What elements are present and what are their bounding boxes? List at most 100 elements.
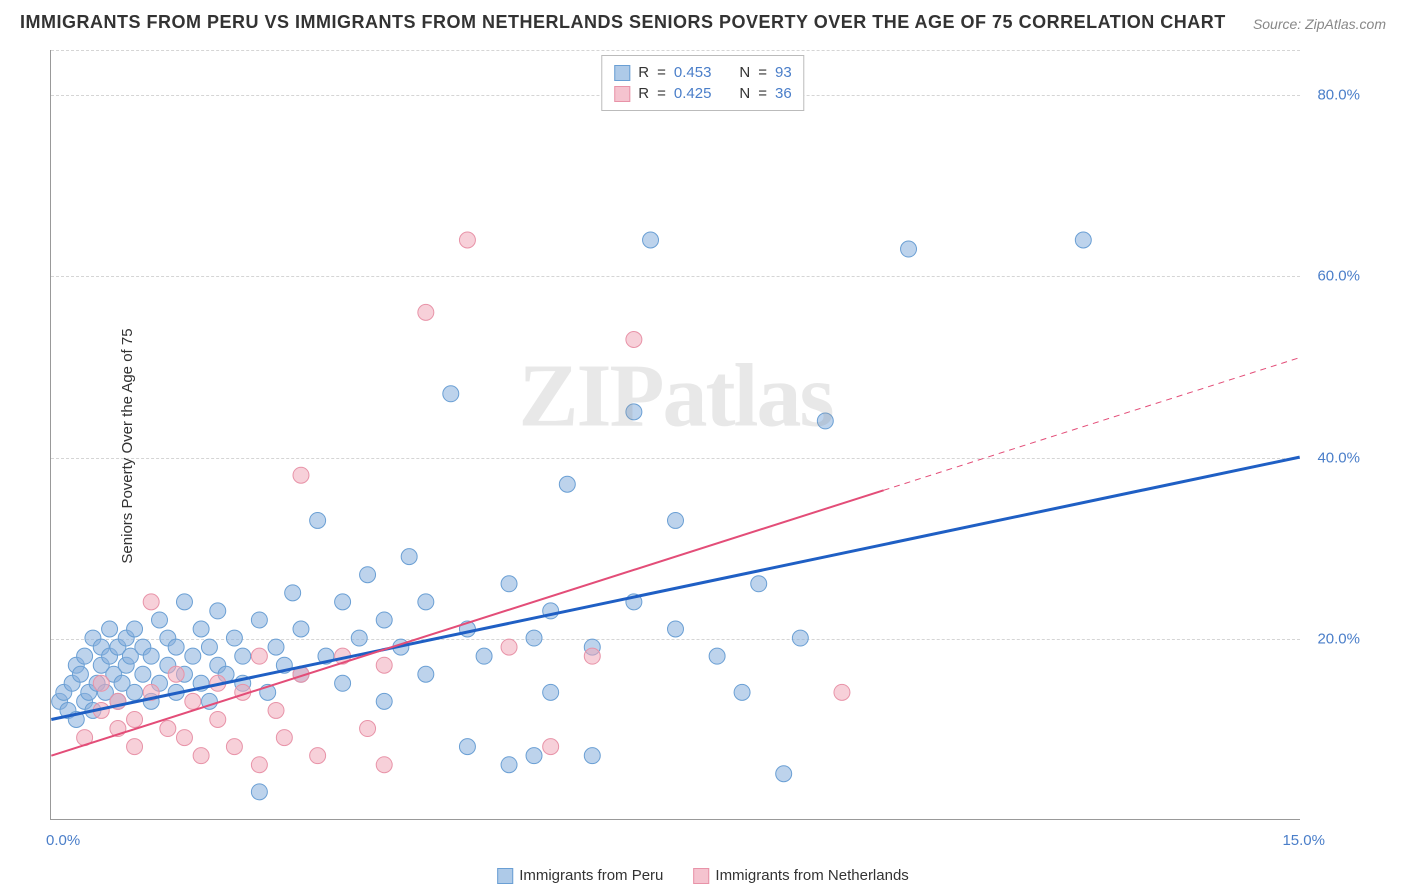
data-point (127, 621, 143, 637)
data-point (77, 648, 93, 664)
data-point (459, 232, 475, 248)
data-point (526, 748, 542, 764)
data-point (401, 549, 417, 565)
swatch-blue-icon (614, 65, 630, 81)
data-point (201, 639, 217, 655)
data-point (135, 666, 151, 682)
data-point (127, 711, 143, 727)
data-point (335, 675, 351, 691)
data-point (734, 684, 750, 700)
data-point (526, 630, 542, 646)
data-point (268, 702, 284, 718)
legend-label-peru: Immigrants from Peru (519, 867, 663, 884)
data-point (72, 666, 88, 682)
stats-row-peru: R = 0.453 N = 93 (614, 62, 791, 83)
data-point (210, 711, 226, 727)
data-point (226, 739, 242, 755)
data-point (668, 512, 684, 528)
data-point (268, 639, 284, 655)
data-point (501, 757, 517, 773)
data-point (901, 241, 917, 257)
data-point (643, 232, 659, 248)
data-point (168, 639, 184, 655)
chart-container: IMMIGRANTS FROM PERU VS IMMIGRANTS FROM … (0, 0, 1406, 892)
data-point (709, 648, 725, 664)
data-point (251, 757, 267, 773)
legend-label-netherlands: Immigrants from Netherlands (715, 867, 908, 884)
data-point (501, 576, 517, 592)
data-point (626, 332, 642, 348)
data-point (626, 404, 642, 420)
swatch-pink-icon (693, 868, 709, 884)
data-point (476, 648, 492, 664)
data-point (351, 630, 367, 646)
n-value-peru: 93 (775, 64, 792, 81)
n-value-netherlands: 36 (775, 85, 792, 102)
data-point (817, 413, 833, 429)
y-tick-label: 40.0% (1317, 449, 1360, 466)
plot-area: ZIPatlas 20.0%40.0%60.0%80.0%0.0%15.0% (50, 50, 1300, 820)
data-point (185, 648, 201, 664)
source-label: Source: ZipAtlas.com (1253, 16, 1386, 32)
data-point (376, 657, 392, 673)
data-point (127, 684, 143, 700)
data-point (185, 693, 201, 709)
swatch-pink-icon (614, 86, 630, 102)
swatch-blue-icon (497, 868, 513, 884)
data-point (310, 512, 326, 528)
data-point (251, 784, 267, 800)
y-tick-label: 80.0% (1317, 87, 1360, 104)
data-point (168, 666, 184, 682)
x-tick-label: 0.0% (46, 832, 80, 849)
data-point (251, 612, 267, 628)
data-point (418, 666, 434, 682)
data-point (418, 304, 434, 320)
legend-item-peru: Immigrants from Peru (497, 867, 663, 884)
data-point (193, 621, 209, 637)
data-point (210, 603, 226, 619)
data-point (751, 576, 767, 592)
data-point (584, 748, 600, 764)
trend-line (51, 490, 883, 755)
data-point (251, 648, 267, 664)
data-point (559, 476, 575, 492)
data-point (792, 630, 808, 646)
chart-title: IMMIGRANTS FROM PERU VS IMMIGRANTS FROM … (20, 12, 1226, 33)
data-point (543, 684, 559, 700)
data-point (143, 648, 159, 664)
data-point (226, 630, 242, 646)
data-point (459, 739, 475, 755)
y-tick-label: 60.0% (1317, 268, 1360, 285)
data-point (776, 766, 792, 782)
data-point (668, 621, 684, 637)
data-point (376, 693, 392, 709)
data-point (152, 612, 168, 628)
data-point (193, 748, 209, 764)
data-point (293, 621, 309, 637)
data-point (418, 594, 434, 610)
data-point (293, 467, 309, 483)
data-point (501, 639, 517, 655)
data-point (360, 567, 376, 583)
data-point (376, 612, 392, 628)
stats-row-netherlands: R = 0.425 N = 36 (614, 83, 791, 104)
data-point (93, 675, 109, 691)
data-point (127, 739, 143, 755)
data-point (102, 621, 118, 637)
series-legend: Immigrants from Peru Immigrants from Net… (497, 867, 909, 884)
data-point (584, 648, 600, 664)
data-point (143, 594, 159, 610)
trend-line (51, 457, 1299, 719)
data-point (543, 739, 559, 755)
data-point (285, 585, 301, 601)
data-point (160, 721, 176, 737)
stats-legend: R = 0.453 N = 93 R = 0.425 N = 36 (601, 55, 804, 111)
data-point (443, 386, 459, 402)
scatter-plot (51, 50, 1300, 819)
data-point (335, 594, 351, 610)
y-tick-label: 20.0% (1317, 630, 1360, 647)
legend-item-netherlands: Immigrants from Netherlands (693, 867, 908, 884)
data-point (176, 730, 192, 746)
data-point (235, 648, 251, 664)
r-value-peru: 0.453 (674, 64, 712, 81)
